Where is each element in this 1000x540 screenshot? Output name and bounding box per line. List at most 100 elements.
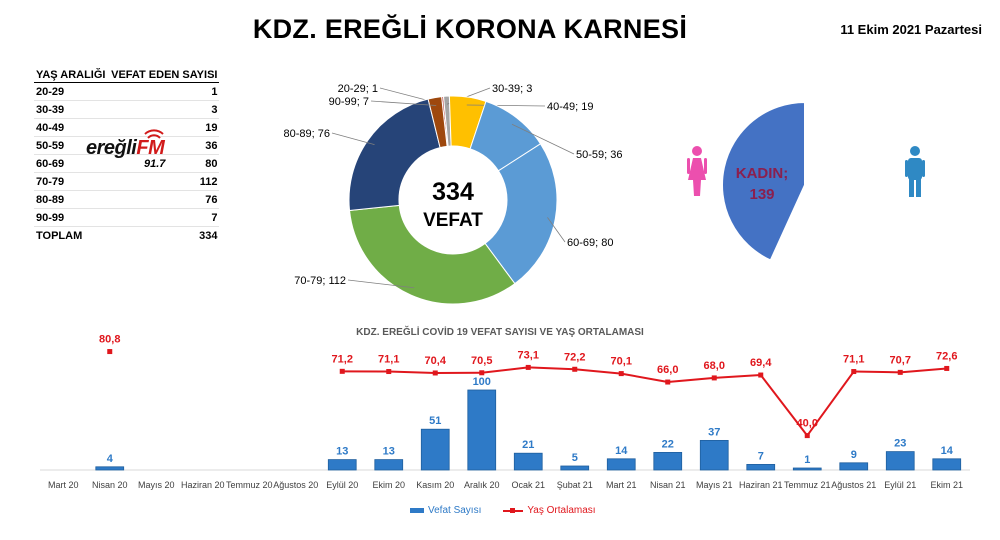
logo-frequency: 91.7: [144, 158, 166, 170]
table-row: 60-69 80: [34, 154, 220, 173]
age-line-segment: [574, 368, 622, 375]
age-point-Kasım 20: [432, 370, 438, 376]
age-value-label: 72,6: [936, 350, 957, 362]
table-header-row: YAŞ ARALIĞI VEFAT EDEN SAYISI: [34, 68, 220, 83]
x-tick-label: Aralık 20: [464, 480, 500, 490]
donut-center-value: 334: [432, 178, 474, 206]
age-cell: 70-79: [34, 172, 108, 191]
logo-wordmark: ereğliFM: [86, 137, 165, 159]
age-cell: 20-29: [34, 82, 108, 101]
age-cell: 50-59: [34, 136, 108, 155]
total-value: 334: [107, 226, 220, 244]
bar-Mart 21: [606, 458, 636, 471]
bar-value-label: 14: [615, 445, 628, 457]
bar-Ekim 20: [374, 459, 404, 471]
donut-leader-line: [511, 123, 575, 155]
deaths-cell: 19: [107, 118, 220, 137]
age-point-Temmuz 21: [804, 433, 810, 439]
donut-leader-line: [466, 104, 546, 107]
female-person-icon: [687, 146, 707, 196]
eregli-fm-logo: ereğliFM 91.7: [82, 128, 178, 172]
age-cell: 40-49: [34, 118, 108, 137]
gender-pie-chart: KADIN; 139 ERKEK; 195: [721, 100, 881, 262]
donut-data-label: 60-69; 80: [567, 237, 613, 249]
age-value-label: 70,1: [611, 356, 632, 368]
bar-value-label: 14: [941, 445, 954, 457]
age-value-label: 40,0: [797, 418, 818, 430]
age-point-Ekim 20: [386, 369, 392, 375]
bar-value-label: 13: [336, 446, 348, 458]
bar-value-label: 21: [522, 439, 534, 451]
donut-data-label: 80-89; 76: [284, 128, 330, 140]
x-tick-label: Eylül 20: [326, 480, 358, 490]
age-value-label: 68,0: [704, 360, 725, 372]
table-row: 80-89 76: [34, 190, 220, 209]
age-point-Ocak 21: [525, 364, 531, 370]
bar-Nisan 20: [95, 466, 125, 471]
age-value-label: 70,5: [471, 355, 492, 367]
total-label: TOPLAM: [34, 226, 108, 244]
male-label: ERKEK;: [823, 171, 881, 188]
age-point-Nisan 21: [665, 379, 671, 385]
deaths-cell: 7: [107, 208, 220, 227]
x-tick-label: Mayıs 21: [696, 480, 733, 490]
age-point-Ekim 21: [944, 365, 950, 371]
donut-leader-line: [547, 217, 566, 243]
bar-Mayıs 21: [699, 439, 729, 471]
bar-value-label: 100: [473, 376, 491, 388]
deaths-cell: 3: [107, 100, 220, 119]
table-row: 90-99 7: [34, 208, 220, 227]
deaths-cell: 112: [107, 172, 220, 191]
bar-Aralık 20: [467, 389, 497, 471]
legend-bar-swatch: [410, 508, 424, 513]
bar-Şubat 21: [560, 465, 590, 471]
x-tick-label: Ağustos 21: [831, 480, 876, 490]
col-age-header: YAŞ ARALIĞI: [34, 68, 108, 83]
x-tick-label: Temmuz 21: [784, 480, 831, 490]
donut-center-label: VEFAT: [423, 210, 483, 231]
x-tick-label: Eylül 21: [884, 480, 916, 490]
age-line-segment: [388, 370, 436, 374]
x-tick-label: Haziran 21: [739, 480, 783, 490]
x-tick-label: Haziran 20: [181, 480, 225, 490]
deaths-cell: 1: [107, 82, 220, 101]
x-tick-label: Ekim 21: [930, 480, 963, 490]
age-cell: 90-99: [34, 208, 108, 227]
age-value-label: 73,1: [518, 349, 539, 361]
x-tick-label: Mart 20: [48, 480, 79, 490]
male-person-icon: [905, 146, 925, 197]
x-tick-label: Şubat 21: [557, 480, 593, 490]
age-cell: 80-89: [34, 190, 108, 209]
bar-Haziran 21: [746, 463, 776, 471]
x-tick-label: Ocak 21: [511, 480, 545, 490]
table-row: 40-49 19: [34, 118, 220, 137]
table-row: 50-59 36: [34, 136, 220, 155]
deaths-cell: 76: [107, 190, 220, 209]
age-line-segment: [667, 376, 715, 384]
age-value-label: 72,2: [564, 351, 585, 363]
x-tick-label: Ekim 20: [372, 480, 405, 490]
bar-value-label: 22: [662, 438, 674, 450]
legend-item-age: Yaş Ortalaması: [503, 505, 596, 516]
bar-Ağustos 21: [839, 462, 869, 471]
page-title: KDZ. EREĞLİ KORONA KARNESİ: [252, 14, 688, 44]
age-deaths-table: YAŞ ARALIĞI VEFAT EDEN SAYISI 20-29 1 30-…: [34, 68, 220, 244]
signal-waves-icon: [144, 129, 164, 139]
pie-slice-male: [721, 100, 806, 262]
x-tick-label: Nisan 20: [92, 480, 128, 490]
combo-chart-title: KDZ. EREĞLİ COVİD 19 VEFAT SAYISI VE YAŞ…: [356, 325, 644, 338]
age-point-Aralık 20: [479, 370, 485, 376]
age-line-segment: [714, 374, 761, 379]
x-tick-label: Ağustos 20: [273, 480, 318, 490]
bar-Eylül 20: [327, 459, 357, 471]
donut-data-label: 50-59; 36: [576, 149, 622, 161]
age-value-label: 69,4: [750, 357, 772, 369]
age-point-Nisan 20: [107, 349, 113, 355]
x-tick-label: Mart 21: [606, 480, 637, 490]
legend-label-age: Yaş Ortalaması: [527, 505, 596, 516]
donut-leader-line: [347, 279, 415, 289]
deaths-cell: 80: [107, 154, 220, 173]
age-cell: 30-39: [34, 100, 108, 119]
